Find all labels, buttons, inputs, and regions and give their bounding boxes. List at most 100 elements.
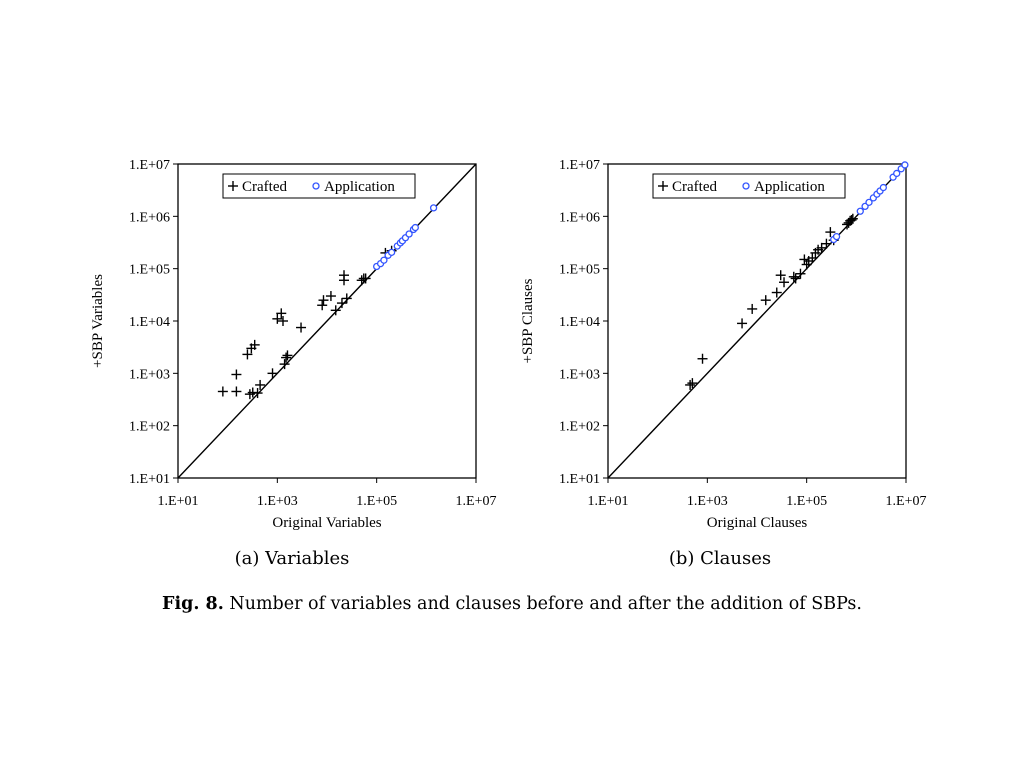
- data-point-crafted: [279, 359, 290, 370]
- data-point-crafted: [795, 268, 806, 279]
- figure-caption-label: Fig. 8.: [162, 594, 224, 614]
- series-application: [373, 204, 438, 271]
- data-point-crafted: [685, 379, 696, 390]
- data-point-crafted: [790, 273, 801, 284]
- data-point-crafted: [799, 254, 810, 265]
- legend-application-label: Application: [324, 179, 395, 195]
- data-point-application: [380, 256, 388, 264]
- data-point-crafted: [255, 379, 266, 390]
- data-point-application: [893, 169, 901, 178]
- data-point-crafted: [775, 270, 786, 281]
- data-point-crafted: [737, 318, 748, 329]
- x-tick-label: 1.E+07: [886, 494, 927, 509]
- data-point-crafted: [296, 322, 307, 333]
- data-point-crafted: [816, 242, 827, 253]
- y-tick-label: 1.E+04: [559, 315, 600, 330]
- data-point-crafted: [249, 339, 260, 350]
- legend: Crafted Application: [652, 173, 846, 199]
- data-point-crafted: [217, 386, 228, 397]
- y-tick-label: 1.E+07: [129, 158, 170, 173]
- data-point-crafted: [687, 378, 698, 389]
- data-point-crafted: [276, 308, 287, 319]
- data-point-crafted: [846, 215, 857, 226]
- data-point-crafted: [282, 350, 293, 361]
- data-point-crafted: [242, 349, 253, 360]
- x-tick-label: 1.E+03: [257, 494, 298, 509]
- data-point-crafted: [272, 313, 283, 324]
- y-tick-label: 1.E+04: [129, 315, 170, 330]
- data-point-crafted: [267, 368, 278, 379]
- x-tick-label: 1.E+07: [456, 494, 497, 509]
- data-point-application: [865, 198, 873, 207]
- data-point-crafted: [747, 303, 758, 314]
- x-tick-label: 1.E+03: [687, 494, 728, 509]
- legend: Crafted Application: [222, 173, 416, 199]
- x-tick-label: 1.E+01: [588, 494, 629, 509]
- clauses-subcaption: (b) Clauses: [668, 548, 772, 569]
- legend-application-marker: [312, 182, 320, 190]
- variables-chart-panel: 1.E+01 1.E+02 1.E+03 1.E+04 1.E+05 1.E+06 1.E+…: [80, 150, 520, 550]
- data-point-application: [429, 204, 438, 212]
- data-point-crafted: [330, 305, 341, 316]
- variables-chart: 1.E+01 1.E+02 1.E+03 1.E+04 1.E+05 1.E+06 1.E+…: [90, 158, 497, 531]
- y-tick-label: 1.E+03: [129, 367, 170, 382]
- legend-crafted-marker: [658, 181, 668, 191]
- data-point-application: [901, 161, 909, 169]
- data-point-crafted: [317, 300, 328, 311]
- y-tick-label: 1.E+01: [129, 472, 170, 487]
- data-point-crafted: [281, 352, 292, 363]
- series-crafted: [217, 245, 397, 400]
- data-point-crafted: [341, 293, 352, 304]
- data-point-crafted: [807, 252, 818, 263]
- data-point-crafted: [252, 388, 263, 399]
- y-tick-label: 1.E+02: [129, 420, 170, 435]
- data-point-application: [832, 232, 841, 241]
- series-application: [830, 161, 909, 244]
- data-point-crafted: [325, 291, 336, 302]
- y-tick-label: 1.E+07: [559, 158, 600, 173]
- data-point-crafted: [788, 271, 799, 282]
- data-point-crafted: [277, 316, 288, 326]
- data-point-application: [411, 223, 419, 232]
- figure-caption-text: Number of variables and clauses before a…: [229, 594, 862, 614]
- diagonal-line: [177, 163, 477, 479]
- data-point-crafted: [771, 287, 782, 298]
- data-point-application: [856, 207, 864, 215]
- y-tick-label: 1.E+01: [559, 472, 600, 487]
- series-crafted: [685, 213, 858, 390]
- y-tick-label: 1.E+06: [129, 210, 170, 225]
- data-point-crafted: [697, 353, 708, 364]
- legend-crafted-marker: [228, 181, 238, 191]
- x-axis-title: Original Clauses: [707, 515, 808, 531]
- clauses-chart: 1.E+01 1.E+02 1.E+03 1.E+04 1.E+05 1.E+06 1.E+…: [520, 158, 927, 531]
- data-point-crafted: [779, 277, 790, 288]
- data-point-crafted: [760, 295, 771, 306]
- data-point-crafted: [318, 295, 329, 306]
- y-tick-label: 1.E+05: [129, 263, 170, 278]
- data-point-crafted: [847, 213, 858, 224]
- diagonal-line: [607, 163, 907, 479]
- data-point-application: [405, 230, 413, 238]
- y-axis-title: +SBP Clauses: [520, 278, 536, 363]
- figure-caption: Fig. 8. Number of variables and clauses …: [0, 594, 1024, 614]
- x-tick-label: 1.E+05: [786, 494, 827, 509]
- data-point-crafted: [231, 386, 242, 397]
- variables-subcaption: (a) Variables: [234, 548, 350, 569]
- y-tick-label: 1.E+05: [559, 263, 600, 278]
- legend-application-label: Application: [754, 179, 825, 195]
- x-axis-title: Original Variables: [272, 515, 381, 531]
- data-point-application: [879, 183, 888, 192]
- y-axis-title: +SBP Variables: [90, 274, 106, 368]
- data-point-crafted: [821, 238, 832, 249]
- legend-crafted-label: Crafted: [242, 179, 287, 195]
- y-tick-label: 1.E+06: [559, 210, 600, 225]
- y-tick-label: 1.E+03: [559, 367, 600, 382]
- clauses-chart-panel: 1.E+01 1.E+02 1.E+03 1.E+04 1.E+05 1.E+06 1.E+…: [510, 150, 950, 550]
- data-point-crafted: [825, 227, 836, 238]
- data-point-crafted: [360, 273, 371, 284]
- legend-crafted-label: Crafted: [672, 179, 717, 195]
- data-point-crafted: [336, 298, 347, 309]
- data-point-crafted: [231, 369, 242, 380]
- data-point-application: [387, 248, 396, 257]
- legend-application-marker: [742, 182, 750, 190]
